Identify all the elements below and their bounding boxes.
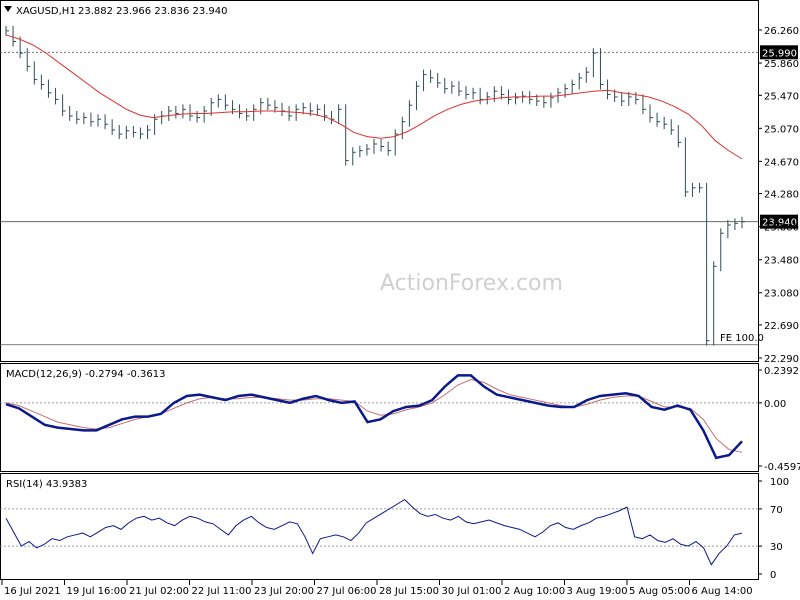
price-level-box <box>760 45 798 60</box>
time-axis: 16 Jul 2021 19 Jul 16:00 21 Jul 02:00 22 Ju… <box>1 580 753 597</box>
price-level-label: 25.990 <box>762 48 797 59</box>
price-axis: 26.260 25.860 25.470 25.070 24.670 24.280 23.8… <box>758 26 799 365</box>
rsi-tick-label: 0 <box>770 570 776 581</box>
watermark: ActionForex.com <box>380 271 563 296</box>
ohlc-values: 23.882 23.966 23.836 23.940 <box>78 6 228 17</box>
price-tick-label: 23.880 <box>764 223 799 234</box>
macd-plot <box>0 374 758 460</box>
rsi-panel-frame <box>0 473 759 580</box>
ma-line <box>5 34 743 160</box>
macd-tick-label: -0.4597 <box>764 462 800 473</box>
price-tick-label: 24.670 <box>764 157 799 168</box>
rsi-tick-label: 30 <box>770 542 783 553</box>
fe-level-label: FE 100.0 <box>720 333 764 344</box>
price-level-box <box>760 214 798 229</box>
time-tick-label: 6 Aug 14:00 <box>692 586 753 597</box>
time-tick-label: 3 Aug 19:00 <box>567 586 628 597</box>
price-tick-label: 25.470 <box>764 91 799 102</box>
rsi-line <box>5 498 743 566</box>
macd-main-line <box>5 374 743 460</box>
rsi-axis: 100 70 30 0 <box>758 477 789 581</box>
price-levels: 25.990 23.940 FE 100.0 <box>0 45 798 346</box>
time-tick-label: 16 Jul 2021 <box>4 586 61 597</box>
price-tick-label: 24.280 <box>764 190 799 201</box>
symbol-label: XAGUSD,H1 <box>16 6 76 17</box>
time-tick-label: 19 Jul 16:00 <box>67 586 127 597</box>
time-tick-label: 2 Aug 10:00 <box>504 586 565 597</box>
time-tick-label: 27 Jul 06:00 <box>317 586 377 597</box>
macd-title: MACD(12,26,9) -0.2794 -0.3613 <box>6 369 166 380</box>
price-level-label: 23.940 <box>762 218 797 229</box>
time-tick-label: 22 Jul 11:00 <box>192 586 252 597</box>
moving-average <box>5 34 743 160</box>
macd-tick-label: 0.2392 <box>764 366 799 377</box>
price-tick-label: 26.260 <box>764 26 799 37</box>
price-tick-label: 22.690 <box>764 321 799 332</box>
dropdown-triangle-icon[interactable] <box>4 6 12 12</box>
time-tick-label: 5 Aug 05:00 <box>629 586 690 597</box>
time-tick-label: 28 Jul 15:00 <box>379 586 439 597</box>
rsi-tick-label: 70 <box>770 505 783 516</box>
macd-tick-label: 0.00 <box>764 399 786 410</box>
price-tick-label: 25.860 <box>764 59 799 70</box>
rsi-title: RSI(14) 43.9383 <box>6 479 87 490</box>
time-tick-label: 23 Jul 20:00 <box>254 586 314 597</box>
macd-panel-frame <box>0 363 759 472</box>
header: XAGUSD,H1 23.882 23.966 23.836 23.940 <box>4 6 228 17</box>
rsi-plot <box>0 498 758 566</box>
rsi-tick-label: 100 <box>770 477 789 488</box>
macd-axis: 0.2392 0.00 -0.4597 <box>758 366 800 473</box>
price-panel-frame <box>0 0 759 362</box>
time-tick-label: 30 Jul 01:00 <box>442 586 502 597</box>
time-tick-label: 21 Jul 02:00 <box>129 586 189 597</box>
price-tick-label: 23.080 <box>764 289 799 300</box>
price-tick-label: 22.290 <box>764 354 799 365</box>
macd-signal-line <box>5 378 743 453</box>
price-bars <box>5 25 745 346</box>
price-tick-label: 25.070 <box>764 124 799 135</box>
price-tick-label: 23.480 <box>764 256 799 267</box>
